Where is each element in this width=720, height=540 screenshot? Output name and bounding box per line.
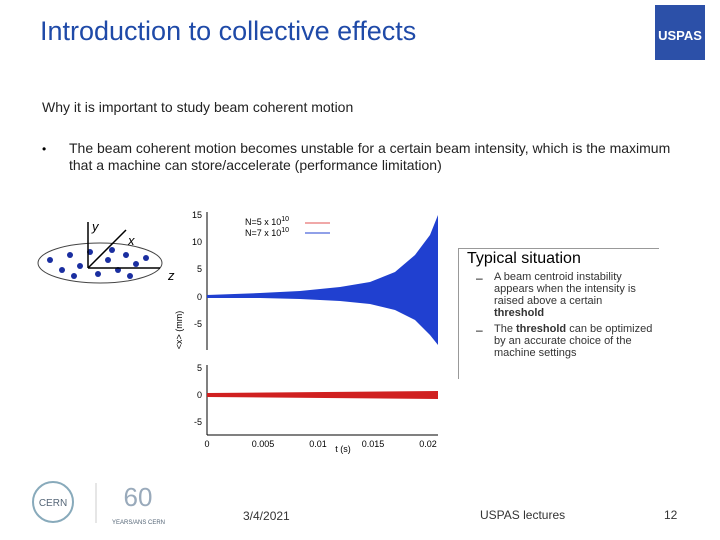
tick: 0 [197,390,202,400]
svg-text:60: 60 [124,482,153,512]
tick: 0 [204,439,209,449]
date: 3/4/2021 [243,509,290,523]
logo: USPAS [655,5,705,60]
plot-frame [206,212,438,436]
x-axis-label: x [127,233,135,248]
item-marker: – [476,323,483,337]
tick: 10 [192,237,202,247]
tick: 5 [197,264,202,274]
legend-entry: N=5 x 1010 [245,216,289,227]
waveform-stable [207,391,438,399]
y-ticks: 15 10 5 0 -5 5 0 -5 [192,210,202,427]
tick: 0.01 [309,439,327,449]
tick: 0.005 [252,439,275,449]
plot-x-label: t (s) [335,444,351,454]
item-bold: threshold [494,307,545,319]
event: USPAS lectures [480,508,566,522]
footer-logos: CERN 60 YEARS/ANS CERN [32,481,165,526]
logo-text: USPAS [658,28,702,43]
item-text: A beam centroid instability appears when… [494,271,636,307]
item-text: can be optimized by an accurate choice o… [494,323,653,359]
particles [47,247,149,279]
subtitle: Why it is important to study beam cohere… [42,99,354,115]
waveform-unstable [207,215,438,345]
tick: 15 [192,210,202,220]
bullet-text: The beam coherent motion becomes unstabl… [69,140,671,173]
box-heading: Typical situation [467,250,581,267]
item: A beam centroid instability appears when… [494,271,654,319]
title: Introduction to collective effects [40,16,417,46]
tick: 5 [197,363,202,373]
cern-logo: CERN [39,498,67,509]
plot-legend: N=5 x 1010 N=7 x 1010 [245,216,330,238]
info-box: Typical situation – A beam centroid inst… [458,248,659,379]
page-number: 12 [664,508,678,522]
tick: 0 [197,292,202,302]
bullet-marker: • [42,142,47,156]
tick: 0.02 [419,439,437,449]
z-axis-label: z [167,268,175,283]
plot-y-label: <x> (mm) [174,311,184,350]
beam-ellipse [37,242,163,284]
item-marker: – [476,271,483,285]
tick: -5 [194,417,202,427]
figure: y x z 15 10 5 0 -5 5 0 -5 0 0.005 0.01 0… [37,210,438,454]
y-axis-label: y [91,219,100,234]
anniversary-logo: YEARS/ANS CERN [112,520,165,526]
axes-arrows [87,222,160,269]
tick: -5 [194,319,202,329]
item: The threshold can be optimized by an acc… [494,323,654,359]
item-bold: threshold [516,323,567,335]
x-ticks: 0 0.005 0.01 0.015 0.02 [204,439,436,449]
item-text: The [494,323,517,335]
legend-entry: N=7 x 1010 [245,227,289,238]
tick: 0.015 [362,439,385,449]
